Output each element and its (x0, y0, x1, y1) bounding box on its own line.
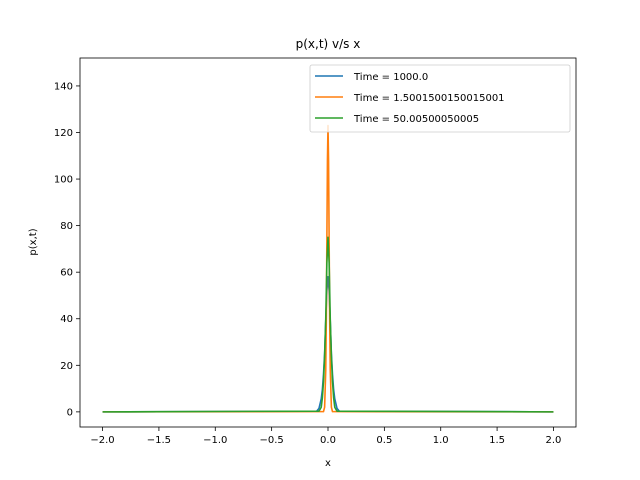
legend-label-1: Time = 1000.0 (353, 72, 428, 83)
y-tick-label: 60 (60, 268, 73, 279)
legend-box (309, 64, 571, 133)
x-tick-label: −1.0 (203, 435, 227, 446)
y-tick-label: 20 (60, 361, 73, 372)
legend: Time = 1000.0 Time = 1.5001500150015001 Ti… (309, 64, 571, 133)
y-tick-label: 40 (60, 314, 73, 325)
x-tick-label: 0.5 (376, 435, 392, 446)
series-line-1 (102, 276, 554, 413)
x-tick-label: −1.5 (147, 435, 171, 446)
legend-label-2: Time = 1.5001500150015001 (353, 93, 505, 104)
x-tick-label: −0.5 (259, 435, 283, 446)
chart-title: p(x,t) v/s x (296, 37, 361, 51)
x-axis-label: x (325, 458, 331, 469)
y-tick-label: 100 (54, 175, 73, 186)
y-tick-label: 0 (67, 407, 73, 418)
y-tick-label: 80 (60, 221, 73, 232)
x-tick-label: 0.0 (320, 435, 336, 446)
x-tick-label: 2.0 (546, 435, 562, 446)
x-tick-label: 1.0 (433, 435, 449, 446)
x-tick-label: 1.5 (489, 435, 505, 446)
series-line-3 (102, 236, 554, 413)
y-axis-ticks: 0 20 40 60 80 100 120 140 (54, 81, 80, 418)
x-tick-label: −2.0 (90, 435, 114, 446)
x-axis-ticks: −2.0 −1.5 −1.0 −0.5 0.0 0.5 1.0 1.5 2.0 (90, 427, 561, 446)
y-axis-label: p(x,t) (28, 228, 39, 255)
y-tick-label: 140 (54, 81, 73, 92)
legend-label-3: Time = 50.00500050005 (353, 114, 479, 125)
y-tick-label: 120 (54, 128, 73, 139)
